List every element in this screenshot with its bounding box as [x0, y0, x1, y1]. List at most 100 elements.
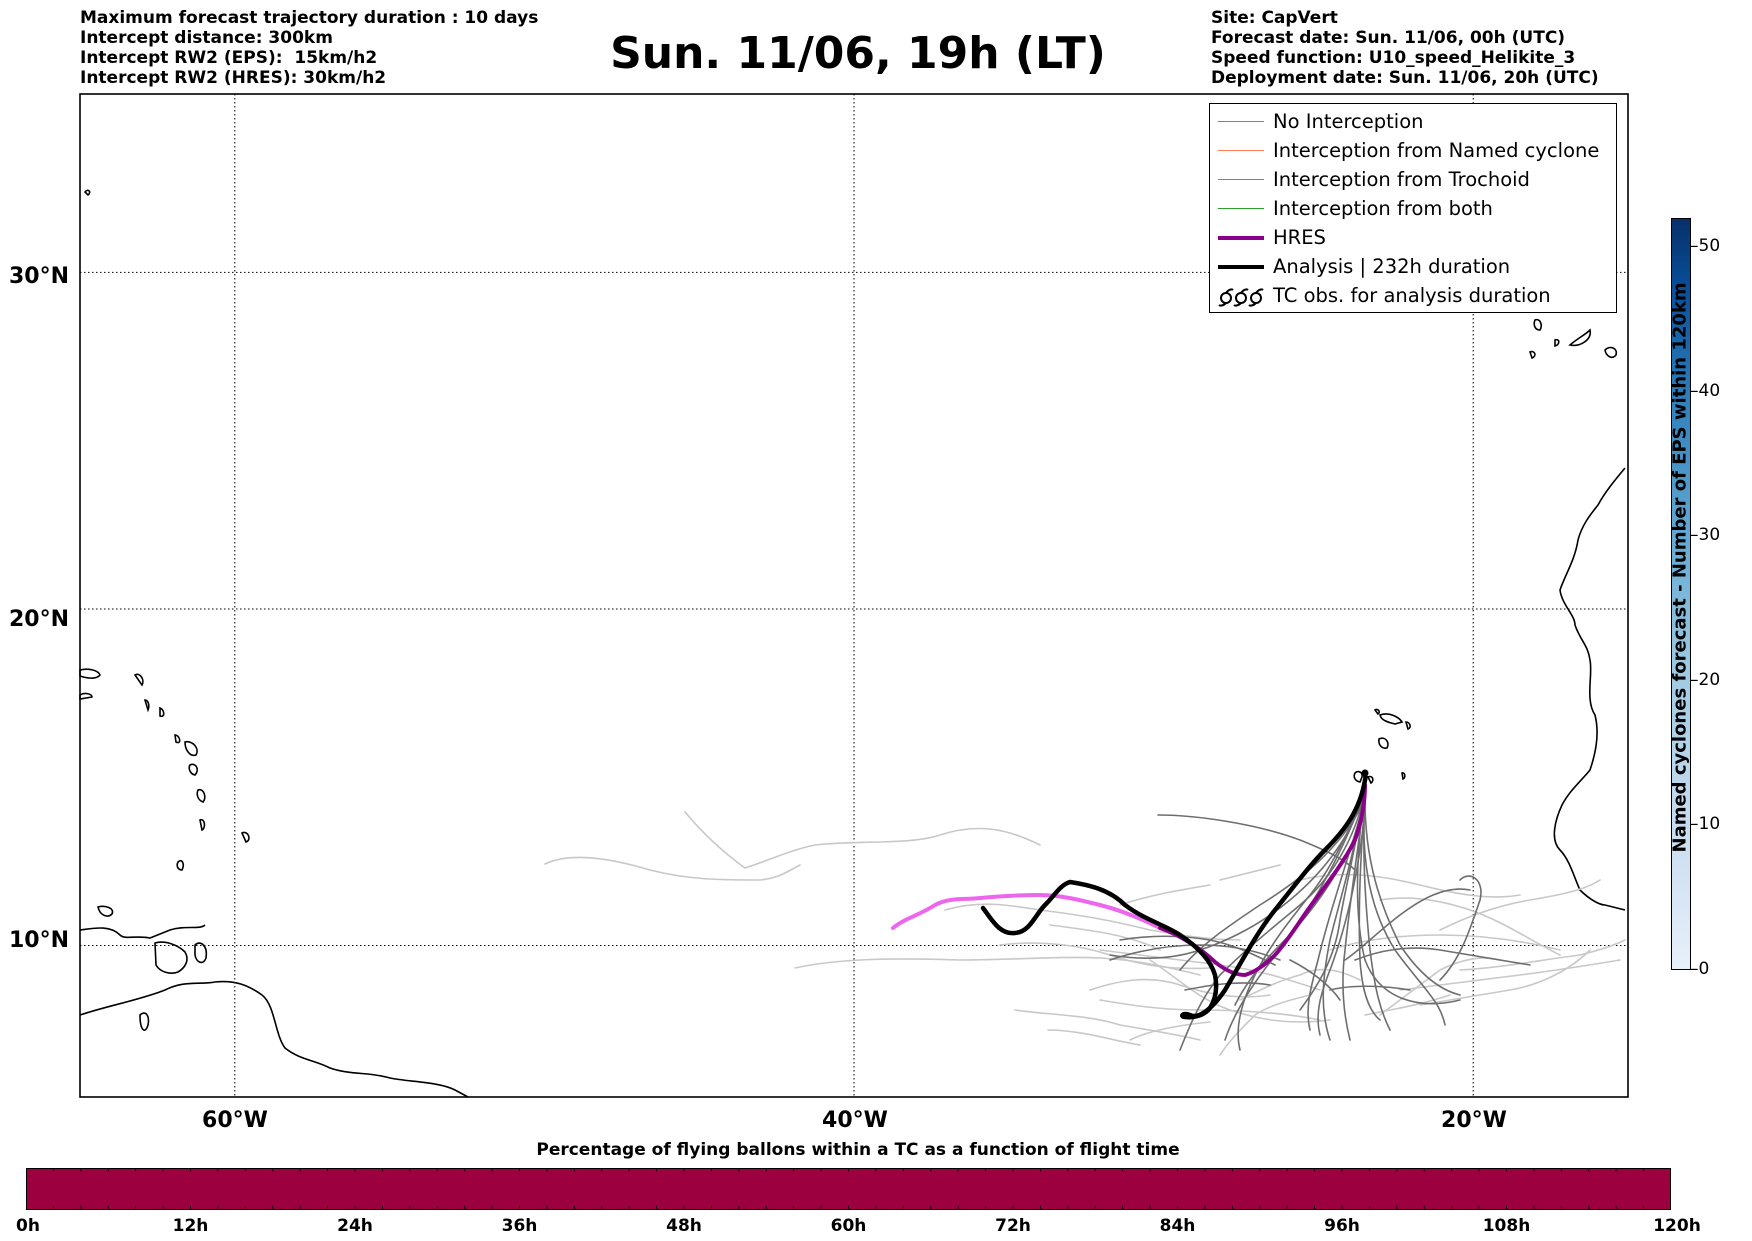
map-legend: No Interception Interception from Named …: [1209, 103, 1617, 313]
colorbar-tick-label: –40: [1690, 380, 1721, 401]
colorbar-horizontal-tick-label: 48h: [666, 1216, 702, 1236]
legend-swatch: [1218, 121, 1264, 122]
header-info-right: Site: CapVert Forecast date: Sun. 11/06,…: [1211, 8, 1599, 88]
colorbar-horizontal-tick-label: 12h: [172, 1216, 209, 1236]
coastlines: [79, 189, 1626, 1098]
map-gridlines: [80, 94, 1628, 1097]
legend-label: TC obs. for analysis duration: [1273, 284, 1551, 307]
africa-coast: [1553, 467, 1626, 911]
colorbar-horizontal-tick-label: 96h: [1324, 1216, 1360, 1236]
legend-swatch: [1218, 179, 1264, 180]
colorbar-horizontal-tick-label: 84h: [1159, 1216, 1196, 1236]
lon-label-20w: 20°W: [1441, 1108, 1507, 1133]
legend-item: No Interception: [1210, 108, 1616, 137]
colorbar-tick-label: –30: [1690, 525, 1721, 546]
colorbar-tick-label: –10: [1690, 814, 1721, 835]
colorbar-horizontal-title: Percentage of flying ballons within a TC…: [536, 1140, 1180, 1160]
header-line: Intercept distance: 300km: [80, 28, 333, 48]
colorbar-vertical: [1671, 218, 1691, 970]
legend-swatch: [1218, 208, 1264, 209]
legend-label: Interception from both: [1273, 197, 1493, 220]
analysis-track: [980, 770, 1368, 1020]
lon-label-40w: 40°W: [822, 1108, 888, 1133]
header-line: Maximum forecast trajectory duration : 1…: [80, 8, 539, 28]
header-line: Site: CapVert: [1211, 8, 1338, 28]
header-line: Forecast date: Sun. 11/06, 00h (UTC): [1211, 28, 1566, 48]
island: [199, 818, 206, 832]
legend-swatch: [1218, 265, 1264, 269]
island: [79, 692, 93, 700]
page-title: Sun. 11/06, 19h (LT): [610, 28, 1106, 79]
hres-track: [1158, 783, 1367, 977]
lat-label-10n: 10°N: [9, 928, 70, 953]
canary-island: [1604, 346, 1618, 358]
venezuela-coast: [79, 924, 206, 939]
colorbar-tick-label: –0: [1690, 959, 1710, 979]
colorbar-horizontal-tick-label: 72h: [995, 1216, 1031, 1236]
legend-item: Interception from Named cyclone: [1210, 137, 1616, 166]
cape-verde-island: [1366, 775, 1374, 785]
legend-swatch: [1218, 150, 1264, 151]
colorbar-tick-label: –20: [1690, 669, 1721, 690]
header-line: Deployment date: Sun. 11/06, 20h (UTC): [1211, 68, 1599, 88]
legend-item: TC obs. for analysis duration: [1210, 282, 1616, 311]
legend-label: Interception from Named cyclone: [1273, 139, 1600, 162]
legend-label: Analysis | 232h duration: [1273, 255, 1511, 278]
colorbar-horizontal-tick-label: 36h: [501, 1216, 538, 1236]
lon-label-60w: 60°W: [202, 1108, 268, 1133]
legend-item: Interception from both: [1210, 195, 1616, 224]
legend-label: No Interception: [1273, 110, 1424, 133]
cape-verde-island: [1373, 708, 1381, 716]
cape-verde-island: [1353, 770, 1363, 783]
colorbar-tick-label: –50: [1690, 235, 1721, 256]
cape-verde-island: [1379, 713, 1404, 725]
island: [159, 706, 165, 718]
header-line: Speed function: U10_speed_Helikite_3: [1211, 48, 1576, 68]
analysis-end-marker: [1361, 769, 1369, 777]
colorbar-horizontal-tick-label: 24h: [337, 1216, 373, 1236]
trajectory-lines: [544, 769, 1626, 1056]
trinidad-coast: [154, 941, 188, 974]
map-frame: [79, 93, 1629, 1098]
legend-label: HRES: [1273, 226, 1326, 249]
island: [240, 831, 250, 843]
island: [79, 668, 101, 679]
colorbar-horizontal-tick-label: 60h: [830, 1216, 867, 1236]
header-line: Intercept RW2 (HRES): 30km/h2: [80, 68, 387, 88]
legend-swatch: [1218, 236, 1264, 240]
legend-item: Analysis | 232h duration: [1210, 253, 1616, 282]
island: [133, 673, 144, 687]
legend-item: Interception from Trochoid: [1210, 166, 1616, 195]
island: [184, 740, 198, 757]
island: [174, 734, 181, 744]
tc-symbol-icon: [1218, 288, 1264, 307]
island: [196, 788, 206, 803]
header-line: Intercept RW2 (EPS): 15km/h2: [80, 48, 378, 68]
island: [139, 1012, 150, 1031]
island: [143, 699, 150, 713]
colorbar-horizontal-tick-label: 0h: [16, 1216, 40, 1236]
canary-island: [1533, 318, 1542, 331]
island: [83, 189, 91, 197]
canary-island: [1529, 350, 1536, 360]
canary-islands: [1568, 328, 1591, 347]
legend-label: Interception from Trochoid: [1273, 168, 1530, 191]
island: [97, 905, 114, 917]
colorbar-horizontal-tick-label: 108h: [1482, 1216, 1531, 1236]
header-info-left: Maximum forecast trajectory duration : 1…: [80, 8, 538, 88]
legend-item: HRES: [1210, 224, 1616, 253]
canary-island: [1554, 338, 1560, 347]
island: [188, 763, 198, 776]
hres-track: [891, 893, 1162, 930]
cape-verde-island: [1378, 737, 1389, 749]
south-america-coast: [79, 980, 469, 1098]
lat-label-30n: 30°N: [9, 264, 70, 289]
cape-verde-island: [1401, 772, 1406, 781]
lat-label-20n: 20°N: [9, 607, 70, 632]
island: [194, 942, 208, 964]
island: [176, 859, 185, 871]
cape-verde-island: [1404, 721, 1411, 730]
colorbar-horizontal-tick-label: 120h: [1653, 1216, 1701, 1236]
